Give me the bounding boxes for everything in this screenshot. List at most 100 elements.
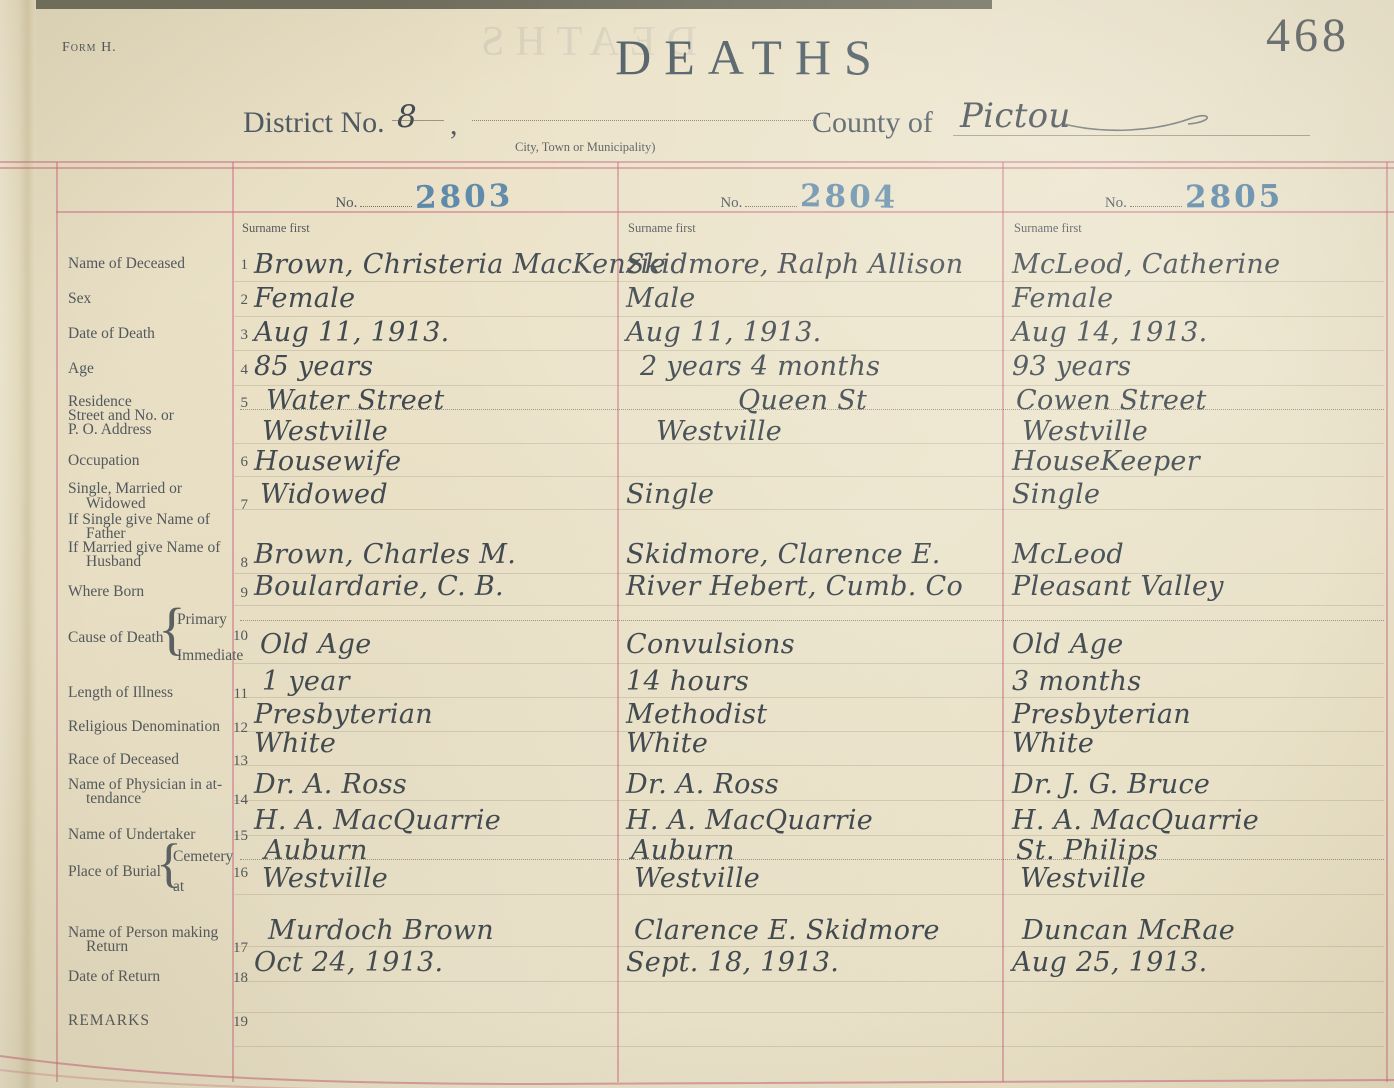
ruled-line (234, 765, 1384, 766)
ruled-line (234, 509, 1384, 510)
grid-line (56, 162, 58, 1082)
row-label: Place of Burial (68, 863, 161, 880)
row-number: 15 (233, 828, 248, 844)
no-label: No. (1104, 195, 1127, 211)
grid-line (1002, 162, 1004, 1082)
dotted-leader (745, 206, 798, 207)
entry-father-or-husband: Brown, Charles M. (254, 539, 517, 570)
entry-burial-at: Westville (1020, 863, 1147, 894)
ruled-line (234, 697, 1384, 698)
entry-person-making-return: Duncan McRae (1022, 915, 1236, 946)
county-underline (953, 135, 1310, 136)
row-number: 7 (240, 497, 249, 513)
ruled-line (234, 663, 1384, 664)
entry-race: White (626, 728, 709, 759)
surname-note: Surname first (1014, 221, 1082, 235)
entry-physician: Dr. A. Ross (254, 769, 408, 800)
dotted-rule (240, 859, 1384, 860)
county-value: Pictou (960, 96, 1071, 136)
row-number: 17 (233, 940, 248, 956)
district-value: 8 (397, 99, 418, 135)
entry-residence-town: Westville (656, 416, 783, 447)
row-number: 13 (233, 753, 248, 769)
row-number: 11 (233, 686, 248, 702)
dotted-leader (360, 206, 413, 207)
row-label: Residence (68, 393, 132, 410)
row-label: Return (86, 938, 129, 955)
row-number: 1 (240, 257, 249, 273)
county-label: County of (812, 106, 933, 139)
brace-glyph: { (158, 596, 186, 661)
surname-note: Surname first (242, 221, 310, 235)
county-flourish (1063, 114, 1209, 132)
brace-glyph: { (156, 833, 182, 893)
entry-cause-of-death: Convulsions (626, 629, 795, 660)
entry-name: McLeod, Catherine (1012, 249, 1281, 280)
ruled-line (234, 350, 1384, 351)
entry-date-of-death: Aug 11, 1913. (254, 317, 450, 348)
entry-religion: Presbyterian (1012, 699, 1191, 730)
grid-line (56, 211, 1394, 213)
entry-residence-street: Queen St (738, 385, 868, 416)
entry-sex: Female (1012, 283, 1114, 314)
row-label: Race of Deceased (68, 751, 180, 768)
entry-undertaker: H. A. MacQuarrie (626, 805, 874, 836)
ruled-line (234, 385, 1384, 386)
row-label-option: Cemetery (173, 848, 234, 865)
ruled-line (234, 281, 1384, 282)
row-label: Cause of Death (68, 629, 164, 646)
row-label: P. O. Address (68, 421, 152, 438)
entry-occupation: Housewife (254, 446, 402, 477)
ruled-line (234, 316, 1384, 317)
municipality-rule (472, 120, 815, 121)
ruled-line (234, 573, 1384, 574)
row-label-option: Immediate (177, 647, 244, 664)
record-number-stamp: 2804 (800, 178, 899, 216)
entry-date-of-death: Aug 14, 1913. (1012, 317, 1208, 348)
entry-physician: Dr. A. Ross (626, 769, 780, 800)
entry-religion: Methodist (626, 699, 768, 730)
row-label: Name of Physician in at- (68, 776, 223, 793)
form-label: Form H. (62, 40, 117, 55)
row-label: Name of Deceased (68, 255, 186, 272)
entry-sex: Female (254, 283, 356, 314)
entry-cause-of-death: Old Age (260, 629, 372, 660)
entry-marital-status: Widowed (260, 479, 388, 510)
row-number: 12 (233, 720, 248, 736)
no-label: No. (335, 195, 358, 211)
entry-date-of-death: Aug 11, 1913. (626, 317, 822, 348)
entry-person-making-return: Clarence E. Skidmore (634, 915, 940, 946)
dotted-leader (1129, 206, 1182, 207)
district-underline (392, 120, 444, 121)
row-number: 2 (240, 292, 249, 308)
row-label-option: Primary (177, 611, 227, 628)
row-label: Widowed (86, 495, 146, 512)
record-number-cell: No. 2805 (1002, 179, 1386, 216)
entry-person-making-return: Murdoch Brown (268, 915, 494, 946)
surname-note: Surname first (628, 221, 696, 235)
entry-burial-at: Westville (634, 863, 761, 894)
entry-age: 93 years (1012, 351, 1132, 382)
entry-cause-of-death: Old Age (1012, 629, 1124, 660)
entry-undertaker: H. A. MacQuarrie (1012, 805, 1260, 836)
entry-where-born: River Hebert, Cumb. Co (626, 571, 964, 602)
row-number: 6 (240, 454, 249, 470)
row-label: Father (86, 525, 126, 542)
district-separator: , (450, 108, 458, 141)
row-label: Occupation (68, 452, 140, 469)
entry-burial-cemetery: St. Philips (1016, 835, 1159, 866)
page-edge-curve (0, 1055, 1394, 1088)
row-number: 8 (240, 555, 249, 571)
entry-length-of-illness: 14 hours (626, 666, 750, 697)
entry-physician: Dr. J. G. Bruce (1012, 769, 1211, 800)
entry-age: 2 years 4 months (640, 351, 881, 382)
row-label: Date of Death (68, 325, 155, 342)
ruled-line (234, 800, 1384, 801)
row-label: Name of Undertaker (68, 826, 196, 843)
district-label: District No. (243, 106, 385, 139)
record-number-cell: No. 2803 (232, 178, 617, 216)
row-label: tendance (86, 790, 142, 807)
grid-line (232, 162, 234, 1082)
entry-burial-at: Westville (262, 863, 389, 894)
